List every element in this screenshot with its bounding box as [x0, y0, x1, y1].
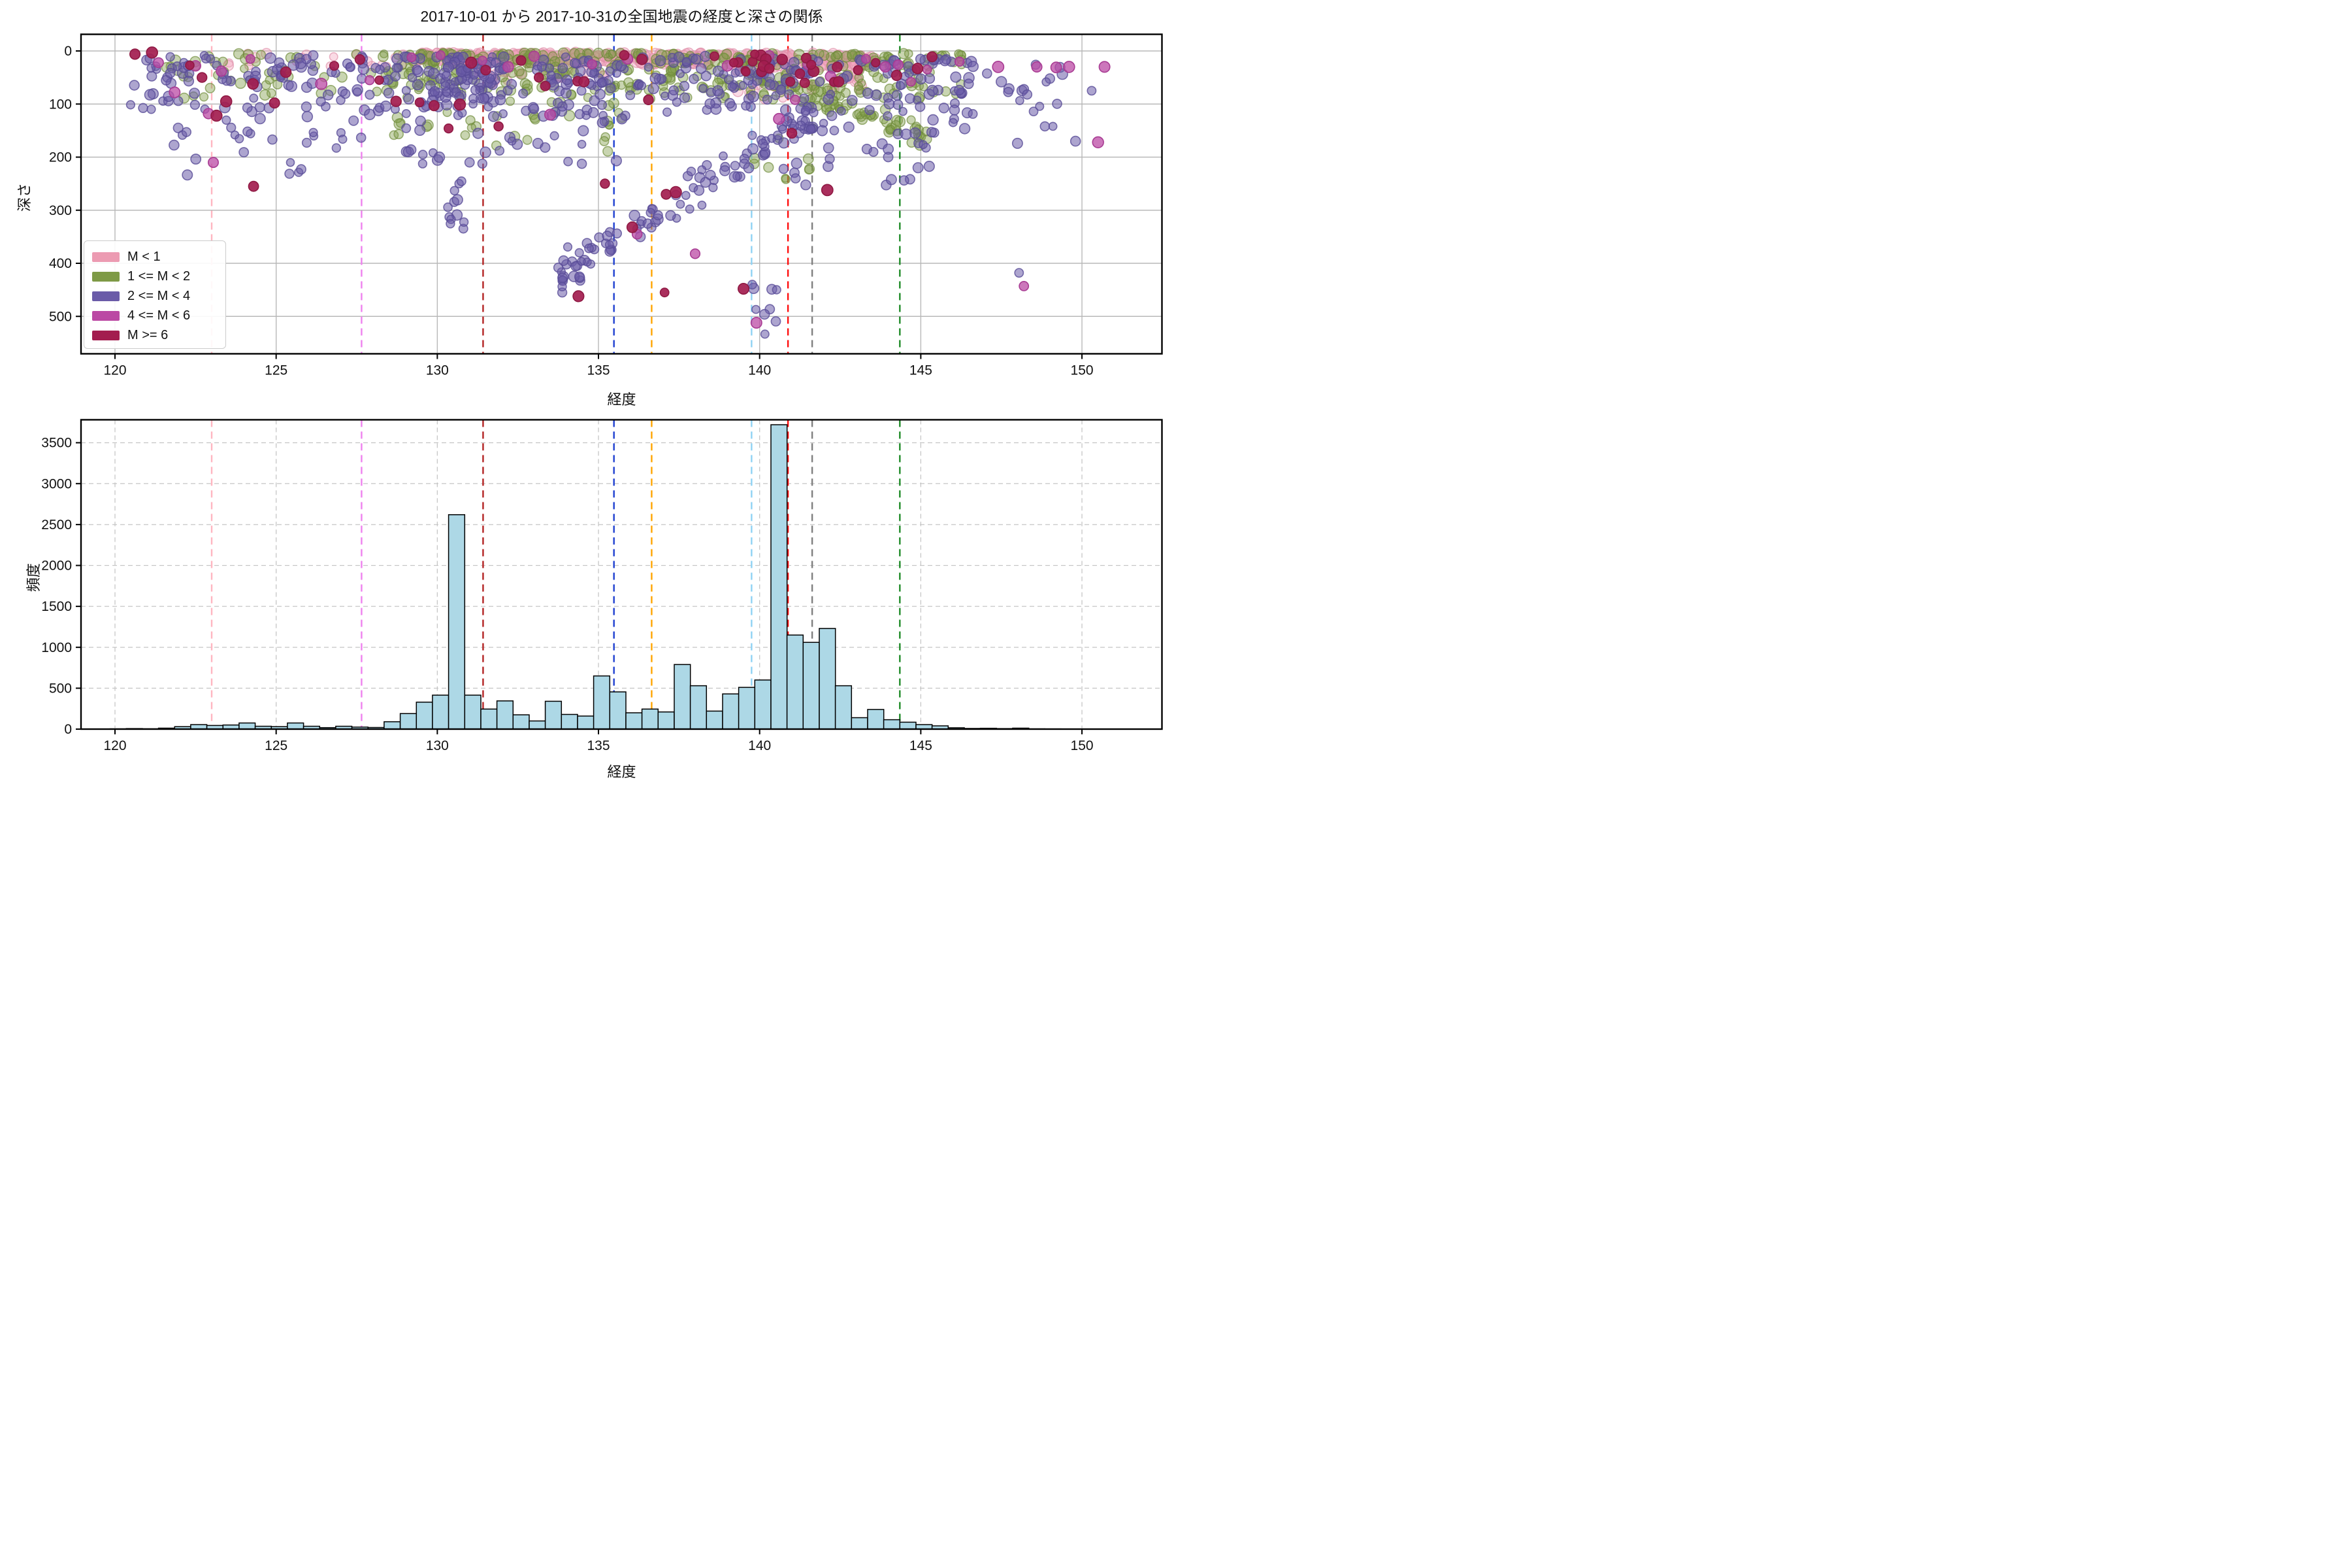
legend-item: 2 <= M < 4 [92, 286, 225, 306]
histogram-bar [754, 679, 772, 729]
svg-text:120: 120 [103, 363, 126, 378]
svg-text:150: 150 [1071, 738, 1094, 753]
svg-text:500: 500 [49, 681, 72, 696]
legend-label: M < 1 [127, 249, 161, 264]
histogram-vlines [210, 419, 901, 729]
histogram-axes: 120 125 130 135 140 145 1500500100015002000250… [41, 419, 1163, 753]
scatter-ticks: 120 125 130 135 140 145 150 0 100 200 300 400 500 [49, 44, 1094, 378]
histogram-grid [81, 419, 1162, 729]
svg-text:1000: 1000 [41, 640, 72, 655]
svg-text:140: 140 [748, 363, 771, 378]
legend-label: 4 <= M < 6 [127, 308, 191, 323]
histogram-xaxis-label: 経度 [607, 764, 636, 780]
svg-text:130: 130 [426, 738, 449, 753]
svg-text:2500: 2500 [41, 517, 72, 532]
svg-text:0: 0 [64, 44, 72, 59]
histogram-bar [448, 514, 466, 729]
histogram-bar [706, 710, 723, 729]
histogram-bar [496, 700, 514, 729]
histogram-bar [625, 712, 643, 729]
legend-swatch [92, 310, 120, 321]
legend: M < 1 1 <= M < 2 2 <= M < 4 4 <= M < 6 M >= … [84, 240, 226, 349]
histogram-bar [867, 709, 885, 729]
histogram-yaxis-label: 頻度 [25, 563, 42, 593]
figure: 120 125 130 135 140 145 150 0 100 200 300 400 500 120… [0, 0, 1176, 784]
scatter-axes: 120 125 130 135 140 145 150 0 100 200 300 400 500 [49, 33, 1163, 378]
legend-item: M >= 6 [92, 325, 225, 345]
svg-text:135: 135 [587, 738, 610, 753]
histogram-bar [722, 693, 740, 729]
svg-text:100: 100 [49, 97, 72, 112]
histogram-bar [819, 628, 836, 729]
histogram-bar [384, 721, 401, 729]
histogram-bar [238, 722, 256, 729]
svg-text:0: 0 [64, 722, 72, 737]
svg-text:145: 145 [909, 738, 932, 753]
histogram-bar [416, 701, 433, 729]
legend-label: 2 <= M < 4 [127, 288, 191, 303]
histogram-bar [432, 694, 449, 729]
legend-item: 4 <= M < 6 [92, 306, 225, 325]
histogram-bar [577, 715, 595, 729]
legend-swatch [92, 271, 120, 282]
histogram-bar [512, 714, 530, 729]
legend-label: 1 <= M < 2 [127, 269, 191, 284]
scatter-grid [81, 34, 1162, 354]
legend-swatch [92, 330, 120, 340]
histogram-bar [689, 685, 708, 729]
svg-text:135: 135 [587, 363, 610, 378]
chart-title: 2017-10-01 から 2017-10-31の全国地震の経度と深さの関係 [420, 8, 823, 25]
legend-item: 1 <= M < 2 [92, 267, 225, 286]
scatter-yaxis-label: 深さ [16, 183, 33, 212]
histogram-bar [802, 642, 820, 729]
svg-text:120: 120 [103, 738, 126, 753]
histogram-ticks: 120 125 130 135 140 145 1500500100015002000250… [41, 436, 1093, 753]
histogram-bar [899, 721, 917, 729]
scatter-class-magenta [153, 50, 1111, 329]
histogram-bar [529, 720, 546, 729]
histogram-bar [738, 687, 756, 729]
svg-text:130: 130 [426, 363, 449, 378]
histogram-bar [770, 424, 788, 729]
svg-text:2000: 2000 [41, 559, 72, 574]
histogram-bar [287, 722, 304, 729]
svg-text:200: 200 [49, 150, 72, 165]
chart-canvas: 120 125 130 135 140 145 1500100200300400500120… [41, 33, 1163, 753]
histogram-bar [834, 685, 853, 729]
histogram-bar [464, 694, 482, 729]
legend-item: M < 1 [92, 247, 225, 267]
legend-label: M >= 6 [127, 327, 169, 342]
histogram-bar [544, 700, 563, 729]
histogram-bar [883, 719, 901, 729]
svg-text:140: 140 [748, 738, 771, 753]
histogram-bar [561, 713, 578, 729]
svg-text:3500: 3500 [41, 436, 72, 451]
scatter-class-crimson [129, 46, 938, 302]
histogram-bar [593, 675, 611, 729]
histogram-bar [657, 711, 675, 729]
svg-text:125: 125 [265, 738, 287, 753]
histogram-bars-layer [109, 424, 1062, 729]
histogram-bar [609, 691, 627, 729]
svg-text:400: 400 [49, 256, 72, 271]
histogram-bar [674, 664, 691, 729]
histogram-bar [399, 713, 417, 729]
svg-text:150: 150 [1071, 363, 1094, 378]
svg-text:145: 145 [909, 363, 932, 378]
svg-text:500: 500 [49, 309, 72, 324]
histogram-bar [641, 708, 659, 729]
svg-text:1500: 1500 [41, 599, 72, 614]
histogram-bar [480, 708, 498, 729]
scatter-xaxis-label: 経度 [607, 391, 636, 408]
legend-swatch [92, 291, 120, 301]
scatter-points-layer [125, 46, 1111, 339]
histogram-bar [786, 634, 804, 729]
svg-text:125: 125 [265, 363, 287, 378]
svg-text:300: 300 [49, 203, 72, 218]
legend-swatch [92, 252, 120, 262]
svg-text:3000: 3000 [41, 476, 72, 491]
histogram-bar [851, 717, 868, 729]
